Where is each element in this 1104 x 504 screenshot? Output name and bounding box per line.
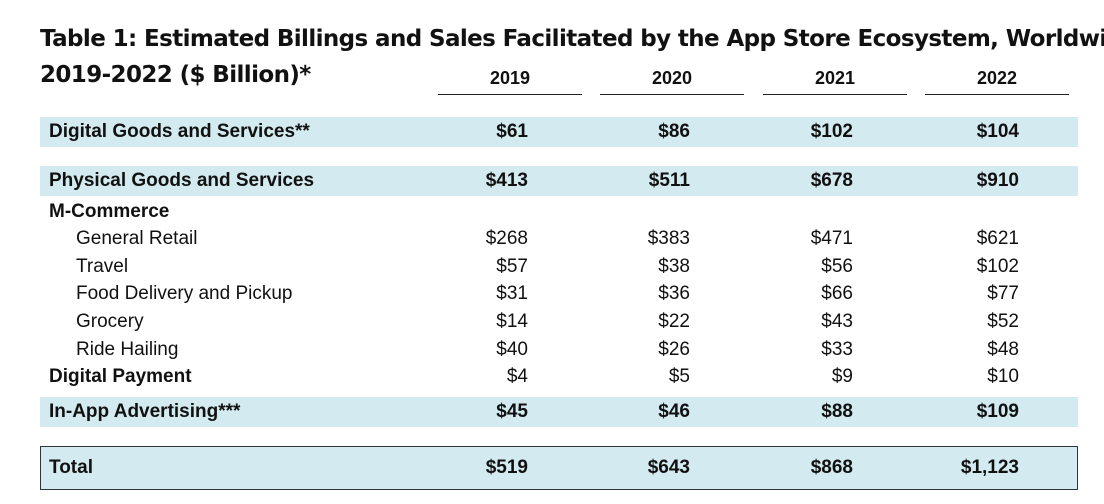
table-row-ride-hailing: Ride Hailing $40 $26 $33 $48 — [0, 336, 1104, 364]
digital-goods-band — [40, 117, 1078, 147]
value-2022: $109 — [976, 401, 1019, 422]
value-2019: $268 — [485, 228, 528, 249]
value-2019: $57 — [496, 256, 528, 277]
value-2020: $86 — [658, 121, 690, 142]
value-2022: $52 — [987, 311, 1019, 332]
value-2020: $383 — [647, 228, 690, 249]
row-label: Physical Goods and Services — [49, 170, 315, 191]
row-label: Ride Hailing — [76, 339, 179, 360]
table-row-m-commerce: M-Commerce — [0, 198, 1104, 226]
value-2020: $511 — [648, 170, 690, 191]
value-2021: $102 — [810, 121, 853, 142]
value-2019: $14 — [496, 311, 528, 332]
value-2021: $88 — [821, 401, 853, 422]
value-2019: $31 — [496, 283, 528, 304]
value-2020: $46 — [658, 401, 690, 422]
table-row-grocery: Grocery $14 $22 $43 $52 — [0, 308, 1104, 336]
row-label: Travel — [76, 256, 129, 277]
table-row-total: Total $519 $643 $868 $1,123 — [0, 454, 1104, 482]
value-2020: $5 — [668, 366, 690, 387]
value-2022: $102 — [976, 256, 1019, 277]
value-2021: $33 — [821, 339, 853, 360]
year-header-2019: 2019 — [438, 68, 582, 95]
value-2019: $519 — [485, 457, 528, 478]
value-2019: $45 — [496, 401, 528, 422]
row-label: General Retail — [76, 228, 198, 249]
table-title-line-1: Table 1: Estimated Billings and Sales Fa… — [40, 26, 1104, 52]
table-row-in-app-advertising: In-App Advertising*** $45 $46 $88 $109 — [0, 398, 1104, 426]
total-band — [40, 446, 1078, 490]
value-2021: $56 — [821, 256, 853, 277]
value-2021: $868 — [810, 457, 853, 478]
physical-goods-band — [40, 166, 1078, 196]
value-2022: $10 — [987, 366, 1019, 387]
value-2020: $26 — [658, 339, 690, 360]
value-2021: $678 — [810, 170, 853, 191]
table-title-line-2: 2019-2022 ($ Billion)* — [40, 62, 311, 88]
in-app-advertising-band — [40, 397, 1078, 427]
row-label: In-App Advertising*** — [49, 401, 241, 422]
value-2020: $22 — [658, 311, 690, 332]
value-2022: $104 — [976, 121, 1019, 142]
value-2020: $36 — [658, 283, 690, 304]
table-row-travel: Travel $57 $38 $56 $102 — [0, 253, 1104, 281]
value-2022: $48 — [987, 339, 1019, 360]
year-header-2020: 2020 — [600, 68, 744, 95]
table-row-physical-goods: Physical Goods and Services $413 $511 $6… — [0, 167, 1104, 195]
table-row-digital-payment: Digital Payment $4 $5 $9 $10 — [0, 363, 1104, 391]
table-row-general-retail: General Retail $268 $383 $471 $621 — [0, 225, 1104, 253]
value-2019: $40 — [496, 339, 528, 360]
row-label: M-Commerce — [49, 201, 170, 222]
year-header-2021: 2021 — [763, 68, 907, 95]
value-2022: $77 — [987, 283, 1019, 304]
row-label: Food Delivery and Pickup — [76, 283, 293, 304]
value-2022: $910 — [976, 170, 1019, 191]
row-label: Total — [49, 457, 93, 478]
value-2019: $413 — [485, 170, 528, 191]
table-row-food-delivery: Food Delivery and Pickup $31 $36 $66 $77 — [0, 280, 1104, 308]
value-2021: $471 — [810, 228, 853, 249]
value-2022: $1,123 — [960, 457, 1019, 478]
table-row-digital-goods: Digital Goods and Services** $61 $86 $10… — [0, 118, 1104, 146]
value-2021: $43 — [821, 311, 853, 332]
row-label: Digital Payment — [49, 366, 192, 387]
row-label: Grocery — [76, 311, 144, 332]
row-label: Digital Goods and Services** — [49, 121, 310, 142]
value-2021: $66 — [821, 283, 853, 304]
value-2022: $621 — [976, 228, 1019, 249]
value-2019: $4 — [506, 366, 528, 387]
value-2019: $61 — [496, 121, 528, 142]
year-header-2022: 2022 — [925, 68, 1069, 95]
value-2020: $38 — [658, 256, 690, 277]
value-2021: $9 — [831, 366, 853, 387]
value-2020: $643 — [647, 457, 690, 478]
